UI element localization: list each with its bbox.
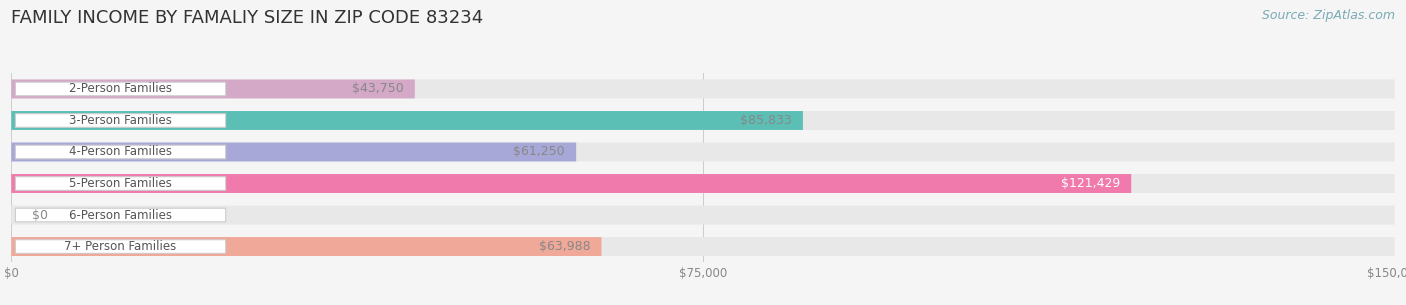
FancyBboxPatch shape (11, 111, 803, 130)
FancyBboxPatch shape (15, 82, 226, 96)
FancyBboxPatch shape (11, 111, 1395, 130)
FancyBboxPatch shape (11, 174, 1132, 193)
FancyBboxPatch shape (11, 142, 1395, 161)
Text: 7+ Person Families: 7+ Person Families (65, 240, 177, 253)
Text: $85,833: $85,833 (740, 114, 792, 127)
Text: $43,750: $43,750 (352, 82, 404, 95)
FancyBboxPatch shape (11, 80, 1395, 99)
Text: FAMILY INCOME BY FAMALIY SIZE IN ZIP CODE 83234: FAMILY INCOME BY FAMALIY SIZE IN ZIP COD… (11, 9, 484, 27)
Text: 5-Person Families: 5-Person Families (69, 177, 172, 190)
FancyBboxPatch shape (11, 237, 1395, 256)
Text: $63,988: $63,988 (538, 240, 591, 253)
FancyBboxPatch shape (11, 174, 1395, 193)
Text: 3-Person Families: 3-Person Families (69, 114, 172, 127)
FancyBboxPatch shape (11, 206, 1395, 224)
FancyBboxPatch shape (15, 177, 226, 190)
Text: 6-Person Families: 6-Person Families (69, 209, 172, 221)
Text: $61,250: $61,250 (513, 145, 565, 159)
Text: $0: $0 (32, 209, 48, 221)
Text: Source: ZipAtlas.com: Source: ZipAtlas.com (1261, 9, 1395, 22)
FancyBboxPatch shape (15, 240, 226, 253)
FancyBboxPatch shape (11, 237, 602, 256)
FancyBboxPatch shape (15, 145, 226, 159)
FancyBboxPatch shape (11, 80, 415, 99)
Text: 4-Person Families: 4-Person Families (69, 145, 172, 159)
Text: 2-Person Families: 2-Person Families (69, 82, 172, 95)
Text: $121,429: $121,429 (1062, 177, 1121, 190)
FancyBboxPatch shape (15, 208, 226, 222)
FancyBboxPatch shape (11, 142, 576, 161)
FancyBboxPatch shape (15, 114, 226, 127)
